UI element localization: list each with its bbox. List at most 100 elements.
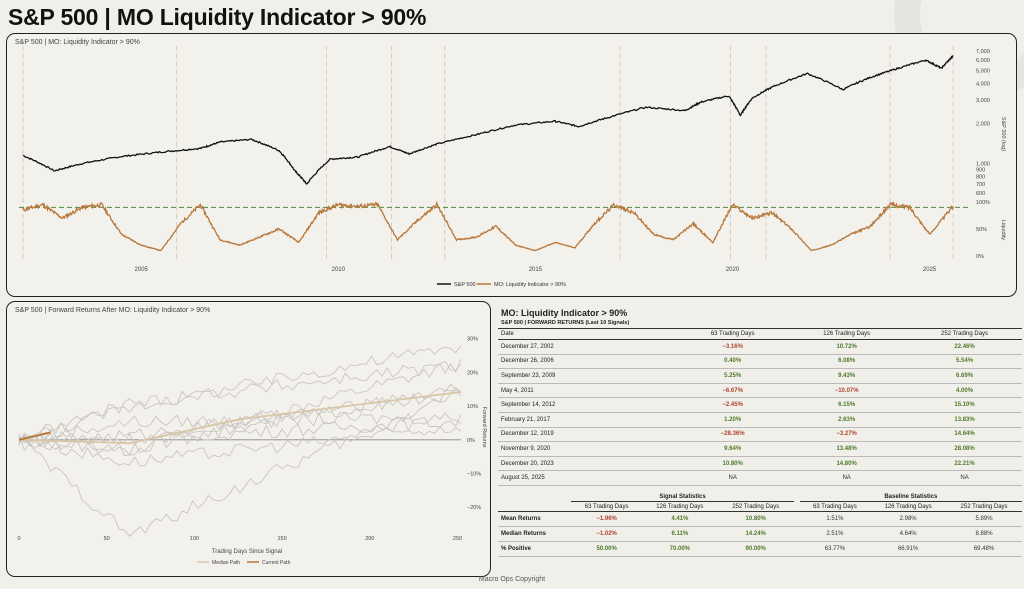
baseline-stat-cell: 63.77% xyxy=(799,541,871,558)
baseline-stat-cell: 1.51% xyxy=(799,511,871,528)
baseline-col-252: 252 Trading Days xyxy=(946,501,1022,513)
return-cell: 1.20% xyxy=(676,412,787,428)
return-cell: NA xyxy=(786,470,905,486)
liquidity-tick-label: 50% xyxy=(976,227,987,233)
liquidity-tick-label: 100% xyxy=(976,200,990,206)
median-path-line xyxy=(18,391,462,445)
historical-path xyxy=(18,383,462,456)
x-tick-label: 2005 xyxy=(135,267,149,273)
signal-stats-title: Signal Statistics xyxy=(571,491,794,503)
return-cell: 5.25% xyxy=(676,368,787,384)
x-tick-label: 2010 xyxy=(332,267,346,273)
signal-date: September 23, 2009 xyxy=(498,368,677,384)
return-cell: 0.40% xyxy=(676,354,787,370)
signal-date: September 14, 2012 xyxy=(498,397,677,413)
price-axis-title: S&P 500 (log) xyxy=(1000,117,1006,151)
legend-label-median: Median Path xyxy=(212,560,240,566)
y-tick-label: 0% xyxy=(467,438,475,444)
price-tick-label: 5,000 xyxy=(976,69,990,75)
table-row: December 26, 2006 0.40% 6.08% 5.54% xyxy=(498,354,1022,370)
signal-stat-cell: 70.00% xyxy=(641,541,718,558)
forward-returns-table: Date 63 Trading Days 126 Trading Days 25… xyxy=(498,328,1022,486)
y-tick-label: −20% xyxy=(467,505,481,511)
col-header-date: Date xyxy=(498,328,677,340)
return-cell: 4.00% xyxy=(904,383,1022,399)
return-cell: NA xyxy=(904,470,1022,486)
signal-stat-cell: 4.41% xyxy=(641,511,718,528)
signal-col-252: 252 Trading Days xyxy=(717,501,794,513)
y-tick-label: 20% xyxy=(467,370,478,376)
signal-stat-cell: 14.24% xyxy=(717,526,794,543)
table-subtitle: S&P 500 | FORWARD RETURNS (Last 10 Signa… xyxy=(501,320,630,326)
return-cell: 13.48% xyxy=(786,441,905,457)
stats-row: % Positive 50.00% 70.00% 90.00% 63.77% 66.91%… xyxy=(498,541,1022,558)
price-tick-label: 700 xyxy=(976,182,985,188)
forward-returns-label: S&P 500 | Forward Returns After MO: Liqu… xyxy=(15,307,211,314)
stats-row-label: Mean Returns xyxy=(498,511,572,528)
return-cell: 6.08% xyxy=(786,354,905,370)
return-cell: −10.07% xyxy=(786,383,905,399)
baseline-stat-cell: 69.48% xyxy=(946,541,1022,558)
x-tick-label: 100 xyxy=(190,536,199,542)
signal-stat-cell: 10.80% xyxy=(717,511,794,528)
table-row: September 23, 2009 5.25% 9.43% 6.69% xyxy=(498,368,1022,384)
return-cell: 13.83% xyxy=(904,412,1022,428)
legend-label-liquidity: MO: Liquidity Indicator > 90% xyxy=(494,282,566,288)
liquidity-axis-title: Liquidity xyxy=(1000,220,1006,240)
table-row: May 4, 2011 −6.67% −10.07% 4.00% xyxy=(498,383,1022,399)
liquidity-tick-label: 0% xyxy=(976,254,984,260)
baseline-stats-title: Baseline Statistics xyxy=(799,491,1022,503)
baseline-stat-cell: 66.91% xyxy=(870,541,947,558)
legend-label-current: Current Path xyxy=(262,560,291,566)
return-cell: 2.63% xyxy=(786,412,905,428)
legend-label-spx: S&P 500 xyxy=(454,282,476,288)
price-tick-label: 4,000 xyxy=(976,82,990,88)
price-tick-label: 6,000 xyxy=(976,58,990,64)
x-tick-label: 150 xyxy=(278,536,287,542)
statistics-table: Signal Statistics Baseline Statistics 63… xyxy=(498,491,1022,558)
table-row: December 12, 2019 −28.36% −3.27% 14.64% xyxy=(498,427,1022,443)
table-row: November 9, 2020 9.64% 13.48% 28.08% xyxy=(498,441,1022,457)
return-cell: 14.64% xyxy=(904,427,1022,443)
table-title: MO: Liquidity Indicator > 90% xyxy=(501,308,628,318)
table-row: December 20, 2023 10.80% 14.80% 22.21% xyxy=(498,456,1022,472)
spx-line xyxy=(22,55,954,185)
baseline-col-63: 63 Trading Days xyxy=(799,501,871,513)
x-tick-label: 2020 xyxy=(726,267,740,273)
historical-path xyxy=(18,414,462,447)
return-cell: 14.80% xyxy=(786,456,905,472)
historical-path xyxy=(18,360,462,442)
x-axis-title: Trading Days Since Signal xyxy=(212,549,282,555)
price-tick-label: 600 xyxy=(976,191,985,197)
table-row: December 27, 2002 −3.16% 10.72% 22.46% xyxy=(498,339,1022,355)
signal-stat-cell: 50.00% xyxy=(571,541,642,558)
x-tick-label: 2025 xyxy=(923,267,937,273)
baseline-col-126: 126 Trading Days xyxy=(870,501,947,513)
liquidity-line xyxy=(22,200,954,252)
return-cell: −28.36% xyxy=(676,427,787,443)
y-tick-label: 10% xyxy=(467,404,478,410)
stats-row-label: % Positive xyxy=(498,541,572,558)
return-cell: 6.15% xyxy=(786,397,905,413)
table-row: September 14, 2012 −2.45% 6.15% 15.10% xyxy=(498,397,1022,413)
price-tick-label: 800 xyxy=(976,174,985,180)
col-header-63: 63 Trading Days xyxy=(676,328,787,340)
y-tick-label: 30% xyxy=(467,337,478,343)
forward-legend: Median Path Current Path xyxy=(197,560,291,566)
signal-date: February 21, 2017 xyxy=(498,412,677,428)
return-cell: 22.21% xyxy=(904,456,1022,472)
signal-date: November 9, 2020 xyxy=(498,441,677,457)
price-tick-label: 1,000 xyxy=(976,162,990,168)
return-cell: 15.10% xyxy=(904,397,1022,413)
signal-date: December 20, 2023 xyxy=(498,456,677,472)
return-cell: −2.45% xyxy=(676,397,787,413)
stats-row: Mean Returns −1.96% 4.41% 10.80% 1.51% 2.98% 5… xyxy=(498,511,1022,528)
baseline-stat-cell: 8.88% xyxy=(946,526,1022,543)
price-tick-label: 3,000 xyxy=(976,98,990,104)
return-cell: 28.08% xyxy=(904,441,1022,457)
table-row: February 21, 2017 1.20% 2.63% 13.83% xyxy=(498,412,1022,428)
baseline-stat-cell: 2.98% xyxy=(870,511,947,528)
historical-path xyxy=(18,387,462,537)
page-title: S&P 500 | MO Liquidity Indicator > 90% xyxy=(8,4,427,30)
return-cell: NA xyxy=(676,470,787,486)
